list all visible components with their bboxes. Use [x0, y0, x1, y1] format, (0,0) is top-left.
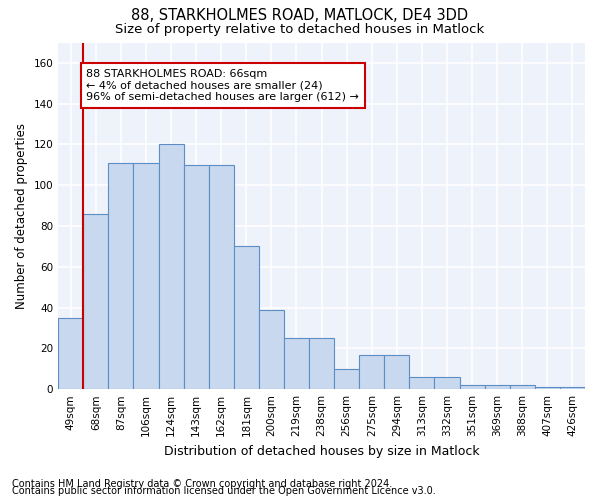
Bar: [234, 246, 259, 389]
Bar: [434, 377, 460, 389]
Bar: [485, 385, 510, 389]
Bar: [109, 163, 133, 389]
Bar: [334, 369, 359, 389]
Bar: [535, 387, 560, 389]
Text: 88 STARKHOLMES ROAD: 66sqm
← 4% of detached houses are smaller (24)
96% of semi-: 88 STARKHOLMES ROAD: 66sqm ← 4% of detac…: [86, 69, 359, 102]
Bar: [83, 214, 109, 389]
Bar: [560, 387, 585, 389]
Text: Contains public sector information licensed under the Open Government Licence v3: Contains public sector information licen…: [12, 486, 436, 496]
Bar: [259, 310, 284, 389]
Bar: [385, 354, 409, 389]
Bar: [158, 144, 184, 389]
Bar: [460, 385, 485, 389]
Bar: [309, 338, 334, 389]
Bar: [409, 377, 434, 389]
Text: 88, STARKHOLMES ROAD, MATLOCK, DE4 3DD: 88, STARKHOLMES ROAD, MATLOCK, DE4 3DD: [131, 8, 469, 22]
Bar: [510, 385, 535, 389]
Text: Contains HM Land Registry data © Crown copyright and database right 2024.: Contains HM Land Registry data © Crown c…: [12, 479, 392, 489]
Text: Size of property relative to detached houses in Matlock: Size of property relative to detached ho…: [115, 22, 485, 36]
Bar: [209, 165, 234, 389]
Bar: [359, 354, 385, 389]
Bar: [284, 338, 309, 389]
Bar: [184, 165, 209, 389]
Bar: [133, 163, 158, 389]
Bar: [58, 318, 83, 389]
Y-axis label: Number of detached properties: Number of detached properties: [15, 123, 28, 309]
X-axis label: Distribution of detached houses by size in Matlock: Distribution of detached houses by size …: [164, 444, 479, 458]
